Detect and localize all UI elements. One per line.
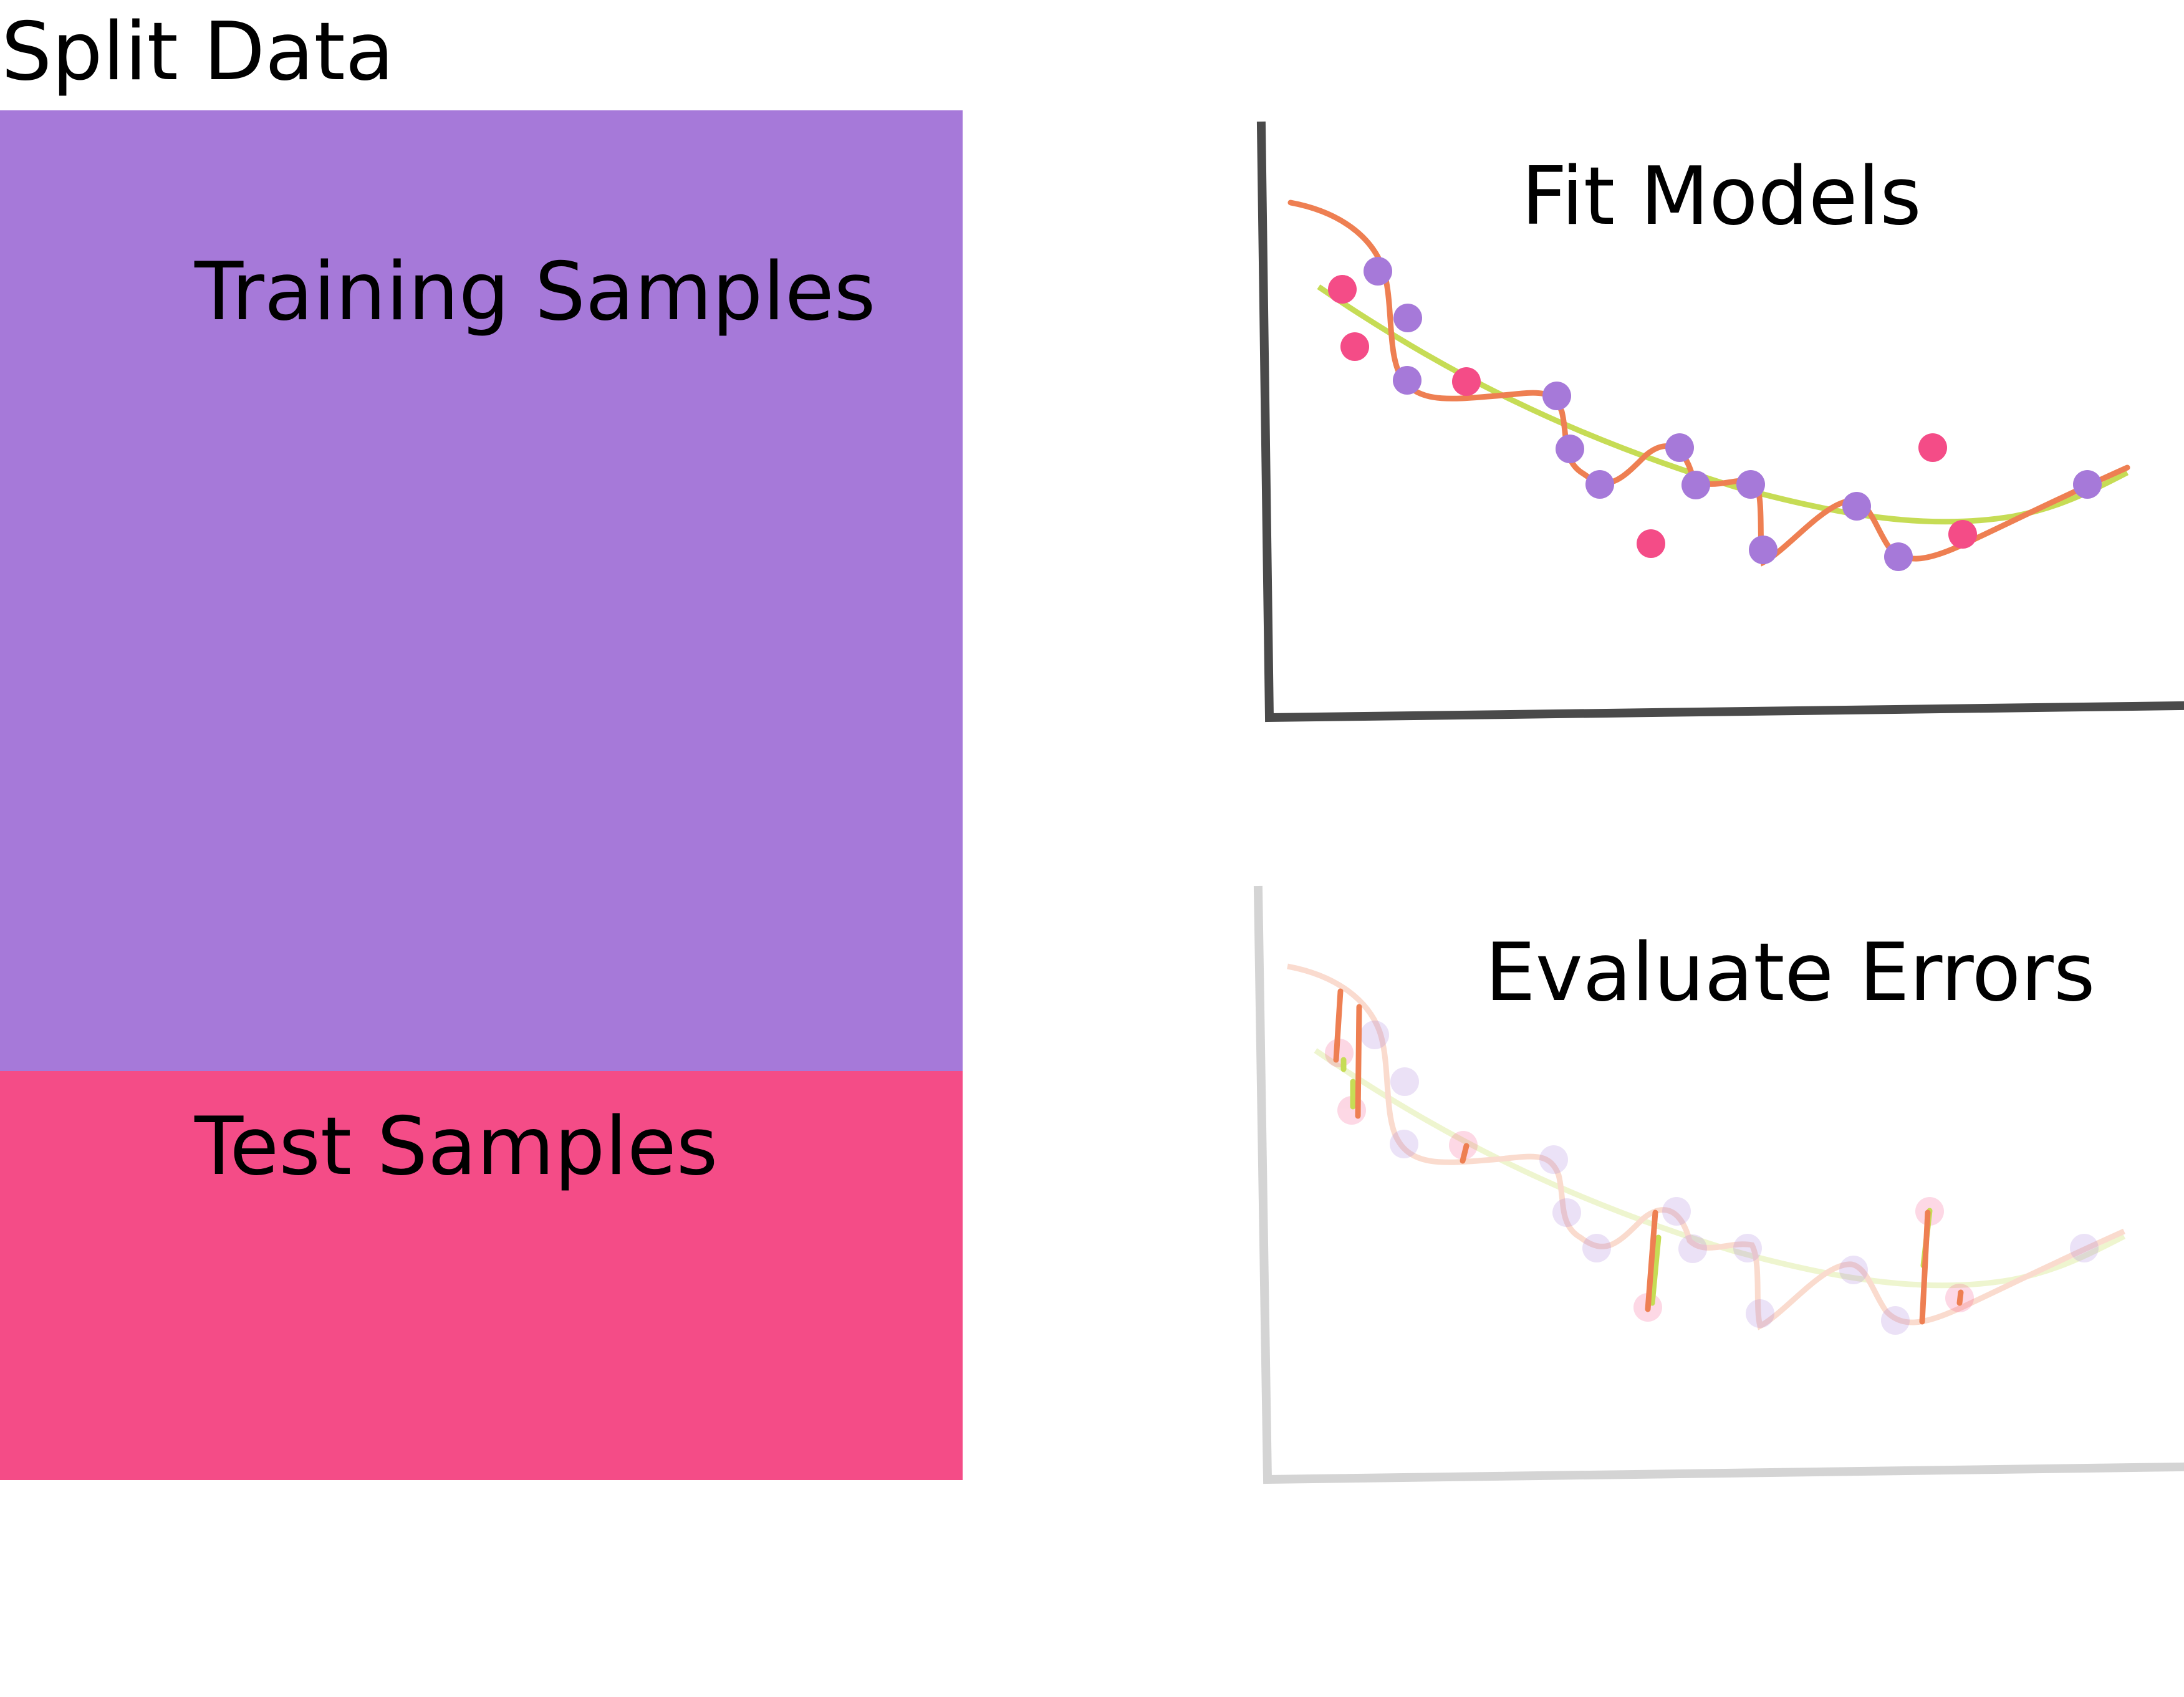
faded-training-point: [1539, 1145, 1568, 1174]
faded-training-point: [1662, 1197, 1691, 1226]
split-data-title: Split Data: [1, 6, 395, 99]
overfit-model-residuals: [1333, 988, 1964, 1325]
faded-training-point: [1552, 1198, 1581, 1227]
faded-training-point: [1881, 1306, 1910, 1335]
smooth-residual: [1649, 1234, 1662, 1306]
faded-training-point: [1746, 1299, 1774, 1328]
faded-smooth-curve: [1314, 1048, 2126, 1289]
test-point: [1328, 275, 1357, 304]
evaluate-errors-axes: [1253, 885, 2184, 1484]
faded-training-point: [1733, 1234, 1762, 1262]
faded-overfit-curve: [1287, 963, 2125, 1330]
training-point: [1393, 366, 1422, 395]
test-point: [1340, 332, 1369, 361]
faded-training-point: [1360, 1021, 1389, 1049]
overfit-residual: [1956, 1289, 1964, 1306]
overfit-residual: [1645, 1209, 1658, 1312]
training-point: [1393, 304, 1422, 332]
training-samples-label: Training Samples: [195, 246, 876, 339]
test-point: [1918, 433, 1947, 462]
training-point: [1665, 433, 1694, 462]
training-point: [1736, 470, 1765, 499]
training-point: [1884, 542, 1913, 571]
faded-training-point: [1839, 1256, 1868, 1284]
training-point: [1585, 470, 1614, 499]
training-point: [1842, 492, 1871, 521]
training-point: [1542, 382, 1571, 410]
faded-training-points: [1360, 1021, 2099, 1335]
test-points: [1328, 275, 1977, 558]
fit-models-axes: [1256, 121, 2184, 723]
training-samples-block: Training Samples: [0, 110, 963, 1071]
faded-test-point: [1449, 1131, 1478, 1160]
training-points: [1364, 257, 2102, 571]
faded-training-point: [1390, 1067, 1419, 1096]
overfit-residual: [1919, 1209, 1931, 1325]
test-point: [1452, 367, 1481, 396]
faded-training-point: [1582, 1234, 1611, 1262]
training-point: [1556, 435, 1584, 463]
training-point: [1681, 471, 1710, 499]
test-point: [1637, 529, 1665, 558]
faded-training-point: [2070, 1234, 2099, 1262]
training-point: [1749, 536, 1778, 564]
fit-models-title: Fit Models: [1521, 150, 1922, 243]
overfit-residual: [1333, 988, 1344, 1063]
overfit-residual: [1355, 1004, 1362, 1119]
test-samples-block: Test Samples: [0, 1071, 963, 1480]
overfit-residual: [1460, 1143, 1470, 1164]
training-point: [2073, 470, 2102, 499]
evaluate-errors-title: Evaluate Errors: [1485, 926, 2095, 1019]
test-point: [1948, 520, 1977, 549]
training-point: [1364, 257, 1392, 286]
faded-training-point: [1678, 1234, 1707, 1263]
faded-training-point: [1390, 1130, 1418, 1158]
test-samples-label: Test Samples: [195, 1100, 718, 1193]
